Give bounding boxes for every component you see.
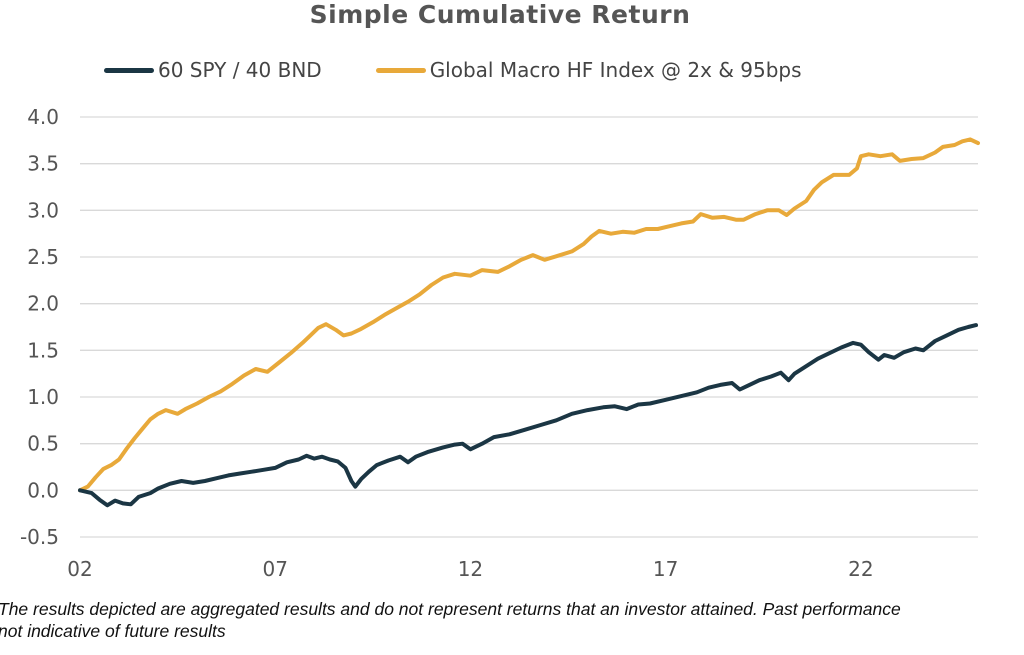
series-line [78,137,980,493]
y-tick-label: 2.0 [27,292,59,316]
y-tick-label: 0.0 [27,478,59,502]
legend-item-60-40: 60 SPY / 40 BND [104,58,322,82]
y-tick-label: -0.5 [20,525,59,549]
y-tick-label: 1.0 [27,385,59,409]
footnote-line-2: not indicative of future results [0,621,226,641]
x-tick-label: 22 [848,557,873,581]
footnote-line-1: The results depicted are aggregated resu… [0,599,901,619]
grid-lines [80,116,978,538]
y-axis-tick-labels: -0.5 0.0 0.5 1.0 1.5 2.0 2.5 3.0 3.5 4.0 [20,105,59,549]
x-axis-tick-labels: 02 07 12 17 22 [67,557,873,581]
series-line [78,323,978,508]
legend: 60 SPY / 40 BND Global Macro HF Index @ … [104,58,856,82]
legend-label-global-macro: Global Macro HF Index @ 2x & 95bps [429,58,802,82]
legend-swatch-60-40 [104,67,154,73]
y-tick-label: 3.0 [27,198,59,222]
series-lines [78,137,980,508]
x-tick-label: 07 [262,557,287,581]
x-tick-label: 17 [653,557,678,581]
y-tick-label: 0.5 [27,432,59,456]
y-tick-label: 3.5 [27,152,59,176]
chart-title: Simple Cumulative Return [309,0,691,29]
y-tick-label: 4.0 [27,105,59,129]
legend-label-60-40: 60 SPY / 40 BND [158,58,322,82]
x-tick-label: 02 [67,557,92,581]
y-tick-label: 2.5 [27,245,59,269]
footnote: The results depicted are aggregated resu… [0,598,1018,642]
y-tick-label: 1.5 [27,338,59,362]
x-tick-label: 12 [458,557,483,581]
legend-swatch-global-macro [375,67,426,73]
plot-area: -0.5 0.0 0.5 1.0 1.5 2.0 2.5 3.0 3.5 4.0 02 07 12 17… [20,105,980,581]
legend-item-global-macro: Global Macro HF Index @ 2x & 95bps [375,58,802,82]
